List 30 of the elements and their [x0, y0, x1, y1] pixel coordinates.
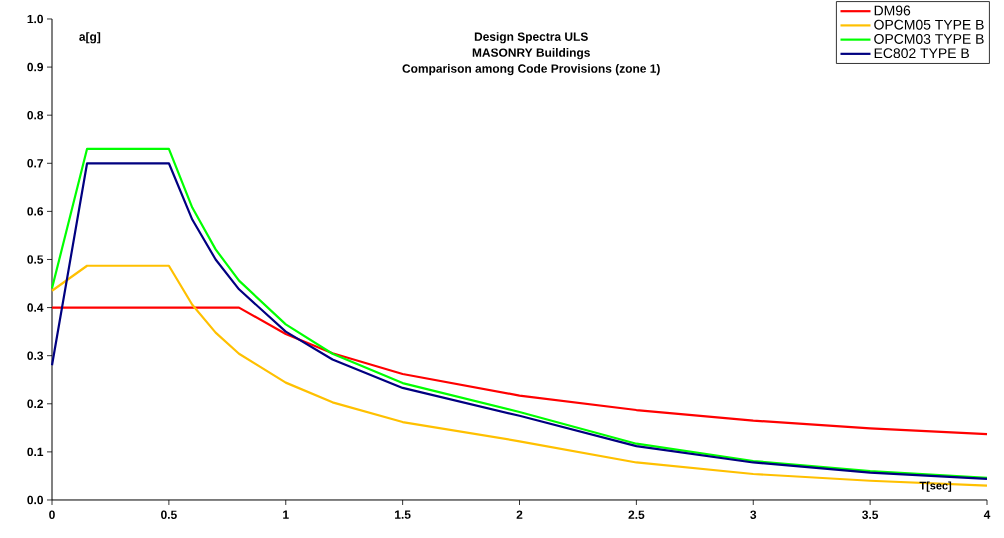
y-tick-label: 0.4: [27, 303, 44, 312]
y-tick-label: 0.6: [27, 207, 44, 216]
y-tick-label: 0.9: [27, 62, 44, 72]
annotation: Comparison among Code Provisions (zone 1): [402, 64, 660, 76]
y-tick-label: 0.8: [27, 110, 44, 120]
x-tick-label: 0.5: [161, 510, 177, 519]
y-tick-label: 0.0: [27, 495, 43, 505]
x-tick-label: 4: [983, 510, 991, 519]
x-tick-label: 2.5: [628, 510, 645, 519]
text: Design Spectra ULS: [474, 32, 588, 44]
y-tick-label: 0.3: [27, 351, 44, 360]
x-tick-label: 1.5: [395, 510, 411, 519]
y-axis-title: a[g]: [79, 32, 101, 44]
x-tick-label: 3.5: [862, 510, 879, 519]
legend-label: OPCM03 TYPE B: [874, 34, 984, 44]
y-tick-label: 0.2: [27, 399, 44, 409]
legend-label: DM96: [874, 5, 911, 16]
x-tick-label: 3: [750, 510, 757, 519]
y-tick-label: 1.0: [27, 14, 43, 24]
y-tick-label: 0.5: [27, 255, 44, 264]
legend-label: EC802 TYPE B: [874, 48, 969, 59]
y-tick-label: 0.1: [27, 447, 44, 457]
x-axis-title: T[sec]: [919, 481, 952, 492]
x-tick-label: 0: [49, 510, 55, 519]
x-tick-label: 2: [516, 510, 523, 519]
y-tick-label: 0.7: [27, 159, 43, 168]
line-series: [50, 306, 989, 436]
text: MASONRY Buildings: [472, 48, 590, 60]
legend-label: OPCM05 TYPE B: [874, 19, 984, 30]
x-tick-label: 1: [283, 510, 289, 519]
